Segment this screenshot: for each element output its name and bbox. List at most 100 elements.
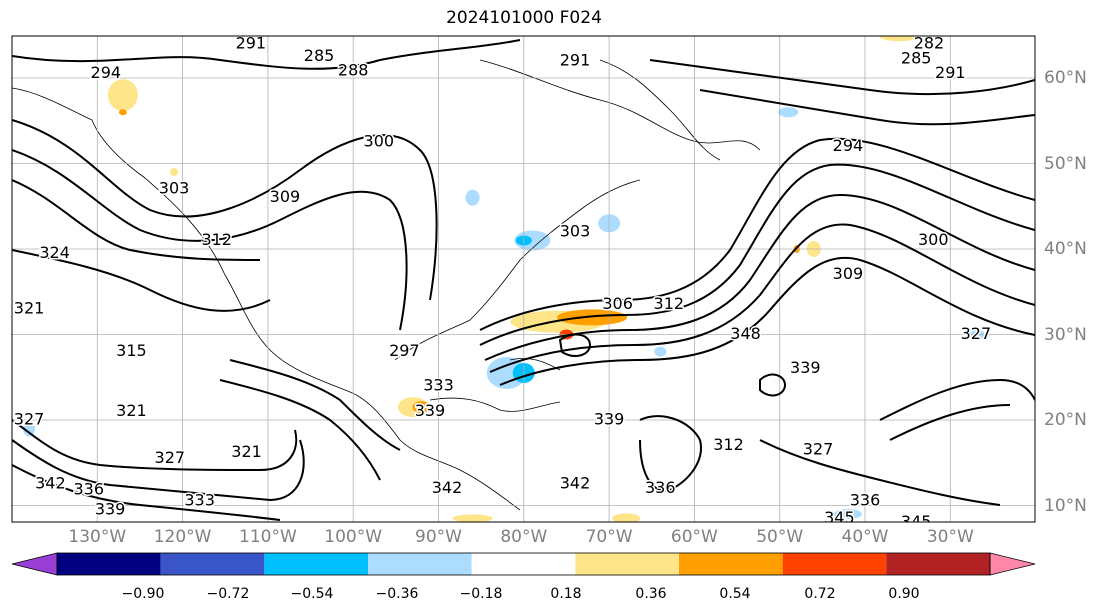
colorbar-extend-low: [11, 552, 58, 576]
contour-line: [484, 193, 1035, 361]
colorbar-segment: [782, 553, 887, 575]
contour-line: [879, 378, 1035, 421]
contour-line: [12, 419, 298, 472]
shaded-area: [118, 109, 127, 116]
coastline: [12, 87, 521, 511]
contour-line: [12, 149, 408, 331]
contour-label: 291: [935, 63, 966, 82]
contour-label: 285: [901, 49, 932, 68]
colorbar-tick-label: 0.36: [635, 586, 667, 602]
longitude-label: 110°W: [239, 527, 297, 547]
contour-label: 294: [91, 63, 122, 82]
contour-line: [12, 119, 438, 301]
map-frame: [11, 35, 1036, 523]
shaded-area: [452, 514, 493, 522]
colorbar-tick-label: 0.72: [804, 586, 836, 602]
shaded-area: [557, 309, 628, 326]
lat-lon-grid: [12, 36, 1035, 522]
shaded-area: [514, 230, 551, 251]
colorbar-segment: [160, 553, 265, 575]
colorbar-tick-label: 0.18: [550, 586, 582, 602]
contour-label: 339: [95, 499, 126, 518]
shaded-area: [654, 346, 667, 357]
coastline: [599, 59, 721, 161]
contour-line: [639, 415, 702, 492]
contour-label: 345: [824, 508, 855, 527]
latitude-label: 10°N: [1044, 495, 1087, 516]
colorbar-segment: [886, 553, 990, 575]
contour-label: 339: [790, 358, 821, 377]
map-title: 2024101000 F024: [446, 8, 602, 28]
contour-label: 285: [304, 46, 335, 65]
contour-label: 342: [35, 474, 66, 493]
contour-label: 306: [602, 294, 633, 313]
contour-label: 339: [415, 401, 446, 420]
contour-label: 342: [432, 478, 463, 497]
colorbar-segment: [57, 553, 161, 575]
longitude-label: 50°W: [756, 527, 804, 547]
colorbar-segment: [575, 553, 679, 575]
contour-label: 312: [713, 435, 744, 454]
contour-label: 303: [560, 221, 591, 240]
longitude-label: 30°W: [926, 527, 974, 547]
shaded-area: [107, 79, 138, 112]
colorbar-tick-label: −0.54: [290, 586, 334, 602]
shaded-area: [465, 189, 480, 206]
colorbar-tick-label: −0.18: [459, 586, 503, 602]
contour-line: [219, 379, 381, 481]
longitude-label: 80°W: [500, 527, 548, 547]
colorbar: [11, 552, 1036, 576]
coastline: [394, 179, 641, 361]
longitude-label: 100°W: [324, 527, 383, 547]
coastlines: [12, 59, 761, 511]
contour-label: 315: [116, 341, 147, 360]
contour-label: 291: [236, 33, 267, 52]
contour-label: 336: [73, 480, 104, 499]
longitude-label: 90°W: [415, 527, 462, 547]
longitude-label: 70°W: [585, 527, 633, 547]
shaded-area: [170, 168, 179, 177]
shaded-area: [23, 420, 36, 437]
contour-label: 324: [39, 243, 70, 262]
contour-line: [889, 404, 1011, 441]
colorbar-segment: [264, 553, 368, 575]
contour-line: [759, 373, 787, 397]
theta-e-contours: [12, 39, 1035, 521]
latitude-label: 30°N: [1044, 324, 1087, 345]
contour-line: [699, 89, 1035, 126]
contour-label: 291: [560, 50, 591, 69]
contour-label: 321: [116, 401, 147, 420]
contour-label: 333: [423, 375, 454, 394]
contour-line: [479, 137, 1035, 331]
contour-label: 297: [389, 341, 420, 360]
contour-label: 300: [364, 132, 395, 151]
contour-label: 327: [803, 439, 834, 458]
contour-label: 345: [901, 512, 932, 531]
contour-label: 309: [270, 187, 301, 206]
contour-line: [489, 223, 1035, 373]
contour-line: [12, 464, 281, 521]
contour-label: 336: [850, 491, 881, 510]
contour-line: [12, 179, 261, 261]
shaded-area: [486, 356, 527, 389]
colorbar-tick-label: 0.90: [888, 586, 920, 602]
longitude-label: 130°W: [68, 527, 127, 547]
longitude-label: 60°W: [670, 527, 718, 547]
contour-label: 327: [155, 448, 186, 467]
colorbar-tick-label: −0.36: [375, 586, 419, 602]
contour-label: 312: [654, 294, 685, 313]
shaded-area: [878, 36, 920, 42]
contour-label: 336: [645, 478, 676, 497]
colorbar-extend-high: [989, 552, 1036, 576]
colorbar-tick-label: −0.72: [206, 586, 250, 602]
contour-line: [558, 333, 592, 357]
contour-line: [649, 59, 1035, 96]
contour-label: 288: [338, 61, 369, 80]
coastline: [479, 59, 761, 151]
colorbar-tick-label: −0.90: [121, 586, 165, 602]
contour-label: 294: [833, 136, 864, 155]
contour-line: [479, 163, 1035, 346]
latitude-label: 60°N: [1044, 68, 1087, 88]
